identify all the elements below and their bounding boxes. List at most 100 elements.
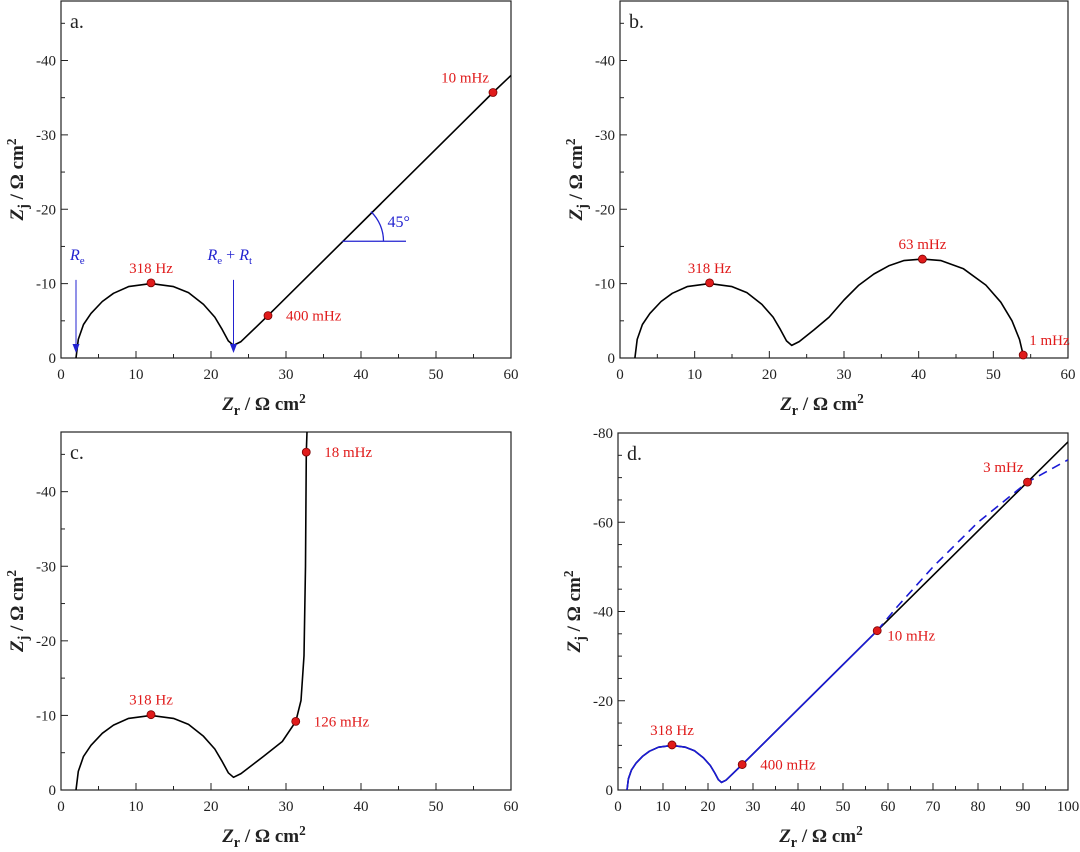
x-tick-label: 50 — [986, 367, 1001, 383]
series-line-0 — [75, 432, 308, 790]
y-tick-label: -60 — [593, 515, 613, 531]
y-tick-label: -40 — [36, 54, 56, 70]
x-tick-label: 50 — [429, 799, 444, 815]
y-tick-label: -30 — [36, 128, 56, 144]
re-symbol: R — [69, 247, 80, 264]
x-axis-label: Zr / Ω cm2 — [779, 391, 864, 419]
angle-arc — [370, 211, 385, 242]
frequency-marker — [291, 716, 301, 726]
re-rt-label: Re + Rt — [207, 247, 253, 267]
x-tick-label: 30 — [279, 367, 294, 383]
x-tick-label: 70 — [926, 799, 941, 815]
x-tick-label: 0 — [57, 367, 65, 383]
plot-frame — [619, 0, 1069, 359]
arrow-head-re_rt — [230, 344, 237, 353]
x-tick-label: 20 — [701, 799, 716, 815]
x-tick-label: 40 — [911, 367, 926, 383]
frequency-label: 318 Hz — [129, 693, 173, 709]
x-axis-label: Zr / Ω cm2 — [221, 823, 306, 851]
frequency-marker — [263, 311, 273, 321]
series-line-1 — [626, 630, 878, 790]
re-rt-sub2: t — [249, 255, 252, 267]
axis-label-sub: r — [791, 835, 798, 851]
axis-label-rest: / Ω cm — [797, 826, 856, 847]
x-tick-label: 0 — [57, 799, 65, 815]
x-tick-label: 30 — [837, 367, 852, 383]
panel-label: a. — [70, 11, 84, 33]
axis-label-sub: r — [234, 835, 241, 851]
frequency-label: 63 mHz — [898, 237, 946, 253]
x-tick-label: 40 — [354, 799, 369, 815]
re-rt-label2: R — [238, 247, 249, 264]
frequency-marker — [705, 278, 714, 288]
y-axis-label: Zj / Ω cm2 — [4, 138, 32, 221]
y-tick-label: -40 — [36, 485, 56, 501]
frequency-marker — [1023, 477, 1032, 487]
axis-label-sup: 2 — [857, 391, 864, 406]
frequency-label: 318 Hz — [688, 261, 732, 277]
x-tick-label: 0 — [614, 799, 622, 815]
x-tick-label: 60 — [504, 799, 519, 815]
x-tick-label: 90 — [1016, 799, 1031, 815]
axis-label-main: Z — [779, 394, 792, 415]
y-tick-label: 0 — [49, 351, 57, 367]
axis-label-rest: / Ω cm — [240, 826, 299, 847]
y-tick-label: -10 — [595, 277, 615, 293]
frequency-marker — [146, 710, 156, 720]
x-tick-label: 30 — [279, 799, 294, 815]
x-tick-label: 40 — [791, 799, 806, 815]
y-tick-label: -20 — [593, 694, 613, 710]
y-axis-label: Zj / Ω cm2 — [4, 570, 32, 653]
frequency-marker — [918, 254, 927, 264]
frequency-label: 18 mHz — [324, 445, 372, 461]
axis-label-sub: r — [792, 403, 799, 419]
arrow-head-re — [72, 344, 80, 353]
axis-label-main: Z — [221, 394, 234, 415]
series-line-0 — [75, 74, 511, 358]
y-tick-label: 0 — [49, 783, 57, 799]
axis-label-sub: j — [575, 204, 591, 210]
x-tick-label: 40 — [354, 367, 369, 383]
re-label: Re — [69, 247, 85, 267]
re-rt-sub: e — [217, 255, 222, 267]
frequency-label: 1 mHz — [1029, 333, 1070, 349]
frequency-marker — [488, 88, 498, 97]
x-tick-label: 10 — [656, 799, 671, 815]
x-tick-label: 50 — [836, 799, 851, 815]
axis-label-sup: 2 — [561, 570, 576, 577]
panel-d: 0 10 20 30 40 50 60 70 80 90 100 0 -20 -40 -60 -80 Zr / … — [561, 426, 1079, 851]
x-tick-label: 10 — [129, 367, 144, 383]
x-tick-label: 10 — [687, 367, 702, 383]
axis-label-sub: j — [16, 204, 32, 210]
frequency-marker — [667, 740, 677, 750]
y-tick-label: -20 — [36, 634, 56, 650]
y-tick-label: -80 — [593, 426, 613, 442]
y-axis-label: Zj / Ω cm2 — [563, 138, 591, 221]
frequency-label: 400 mHz — [286, 309, 342, 325]
axis-label-sup: 2 — [299, 391, 306, 406]
x-tick-label: 50 — [429, 367, 444, 383]
x-tick-label: 100 — [1057, 799, 1080, 815]
y-tick-label: -20 — [595, 202, 615, 218]
axis-label-rest: / Ω cm — [7, 576, 28, 635]
axis-label-rest: / Ω cm — [240, 394, 299, 415]
re-rt-label: R — [207, 247, 218, 264]
y-tick-label: -10 — [36, 708, 56, 724]
y-axis-label: Zj / Ω cm2 — [561, 570, 589, 653]
x-tick-label: 20 — [762, 367, 777, 383]
axis-label-rest: / Ω cm — [7, 145, 28, 204]
x-tick-label: 10 — [129, 799, 144, 815]
axis-label-rest: / Ω cm — [798, 394, 857, 415]
frequency-marker — [1018, 350, 1028, 360]
y-tick-label: -20 — [36, 202, 56, 218]
x-tick-label: 30 — [746, 799, 761, 815]
frequency-marker — [301, 447, 311, 457]
y-tick-label: -40 — [593, 605, 613, 621]
y-tick-label: -30 — [36, 559, 56, 575]
series-line-0 — [634, 258, 1024, 358]
x-tick-label: 60 — [504, 367, 519, 383]
axis-label-main: Z — [566, 209, 587, 222]
axis-label-main: Z — [7, 640, 28, 653]
